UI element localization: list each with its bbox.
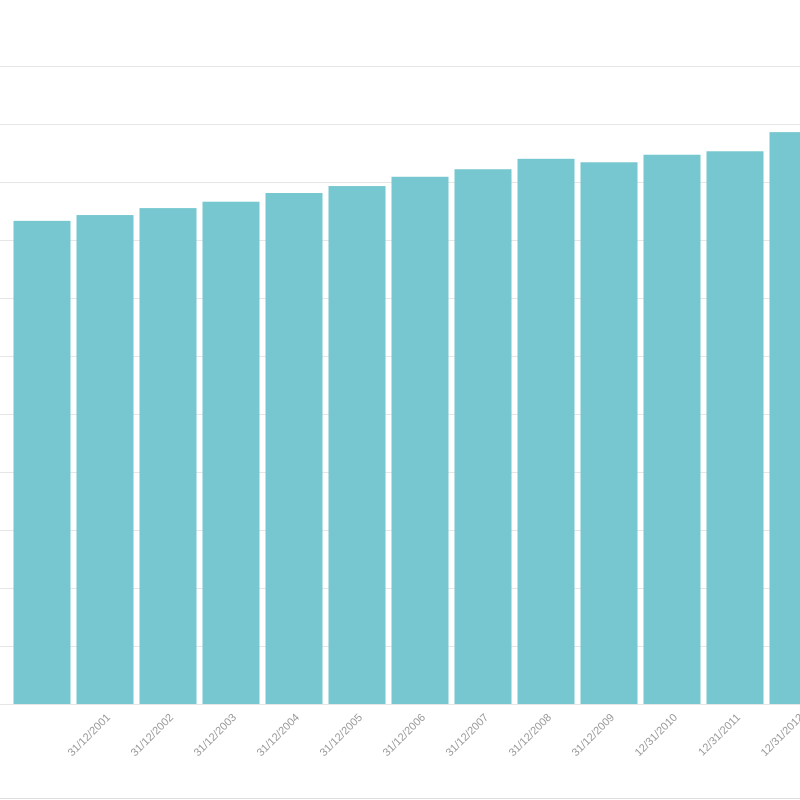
bar bbox=[328, 186, 386, 704]
bar bbox=[517, 158, 575, 705]
bar bbox=[76, 215, 134, 704]
x-tick-label: 31/12/2001 bbox=[66, 712, 113, 759]
bar bbox=[265, 193, 323, 704]
x-tick-label: 12/31/2010 bbox=[633, 712, 680, 759]
bar bbox=[202, 201, 260, 704]
bar bbox=[391, 176, 449, 704]
bar bbox=[643, 154, 701, 705]
x-tick-label: 12/31/2012 bbox=[759, 712, 800, 759]
x-tick-label: 31/12/2002 bbox=[129, 712, 176, 759]
bar bbox=[706, 151, 764, 704]
x-tick-label: 31/12/2008 bbox=[507, 712, 554, 759]
x-tick-label: 31/12/2009 bbox=[570, 712, 617, 759]
bar bbox=[769, 132, 800, 704]
x-tick-label: 31/12/2004 bbox=[255, 712, 302, 759]
x-tick-label: 31/12/2006 bbox=[381, 712, 428, 759]
x-tick-label: 31/12/2005 bbox=[318, 712, 365, 759]
bar bbox=[454, 169, 512, 705]
x-tick-label: 31/12/2003 bbox=[192, 712, 239, 759]
bar bbox=[139, 208, 197, 704]
x-tick-label: 12/31/2011 bbox=[696, 712, 743, 759]
bar bbox=[13, 220, 71, 705]
bar bbox=[580, 162, 638, 704]
x-tick-label: 31/12/2007 bbox=[444, 712, 491, 759]
